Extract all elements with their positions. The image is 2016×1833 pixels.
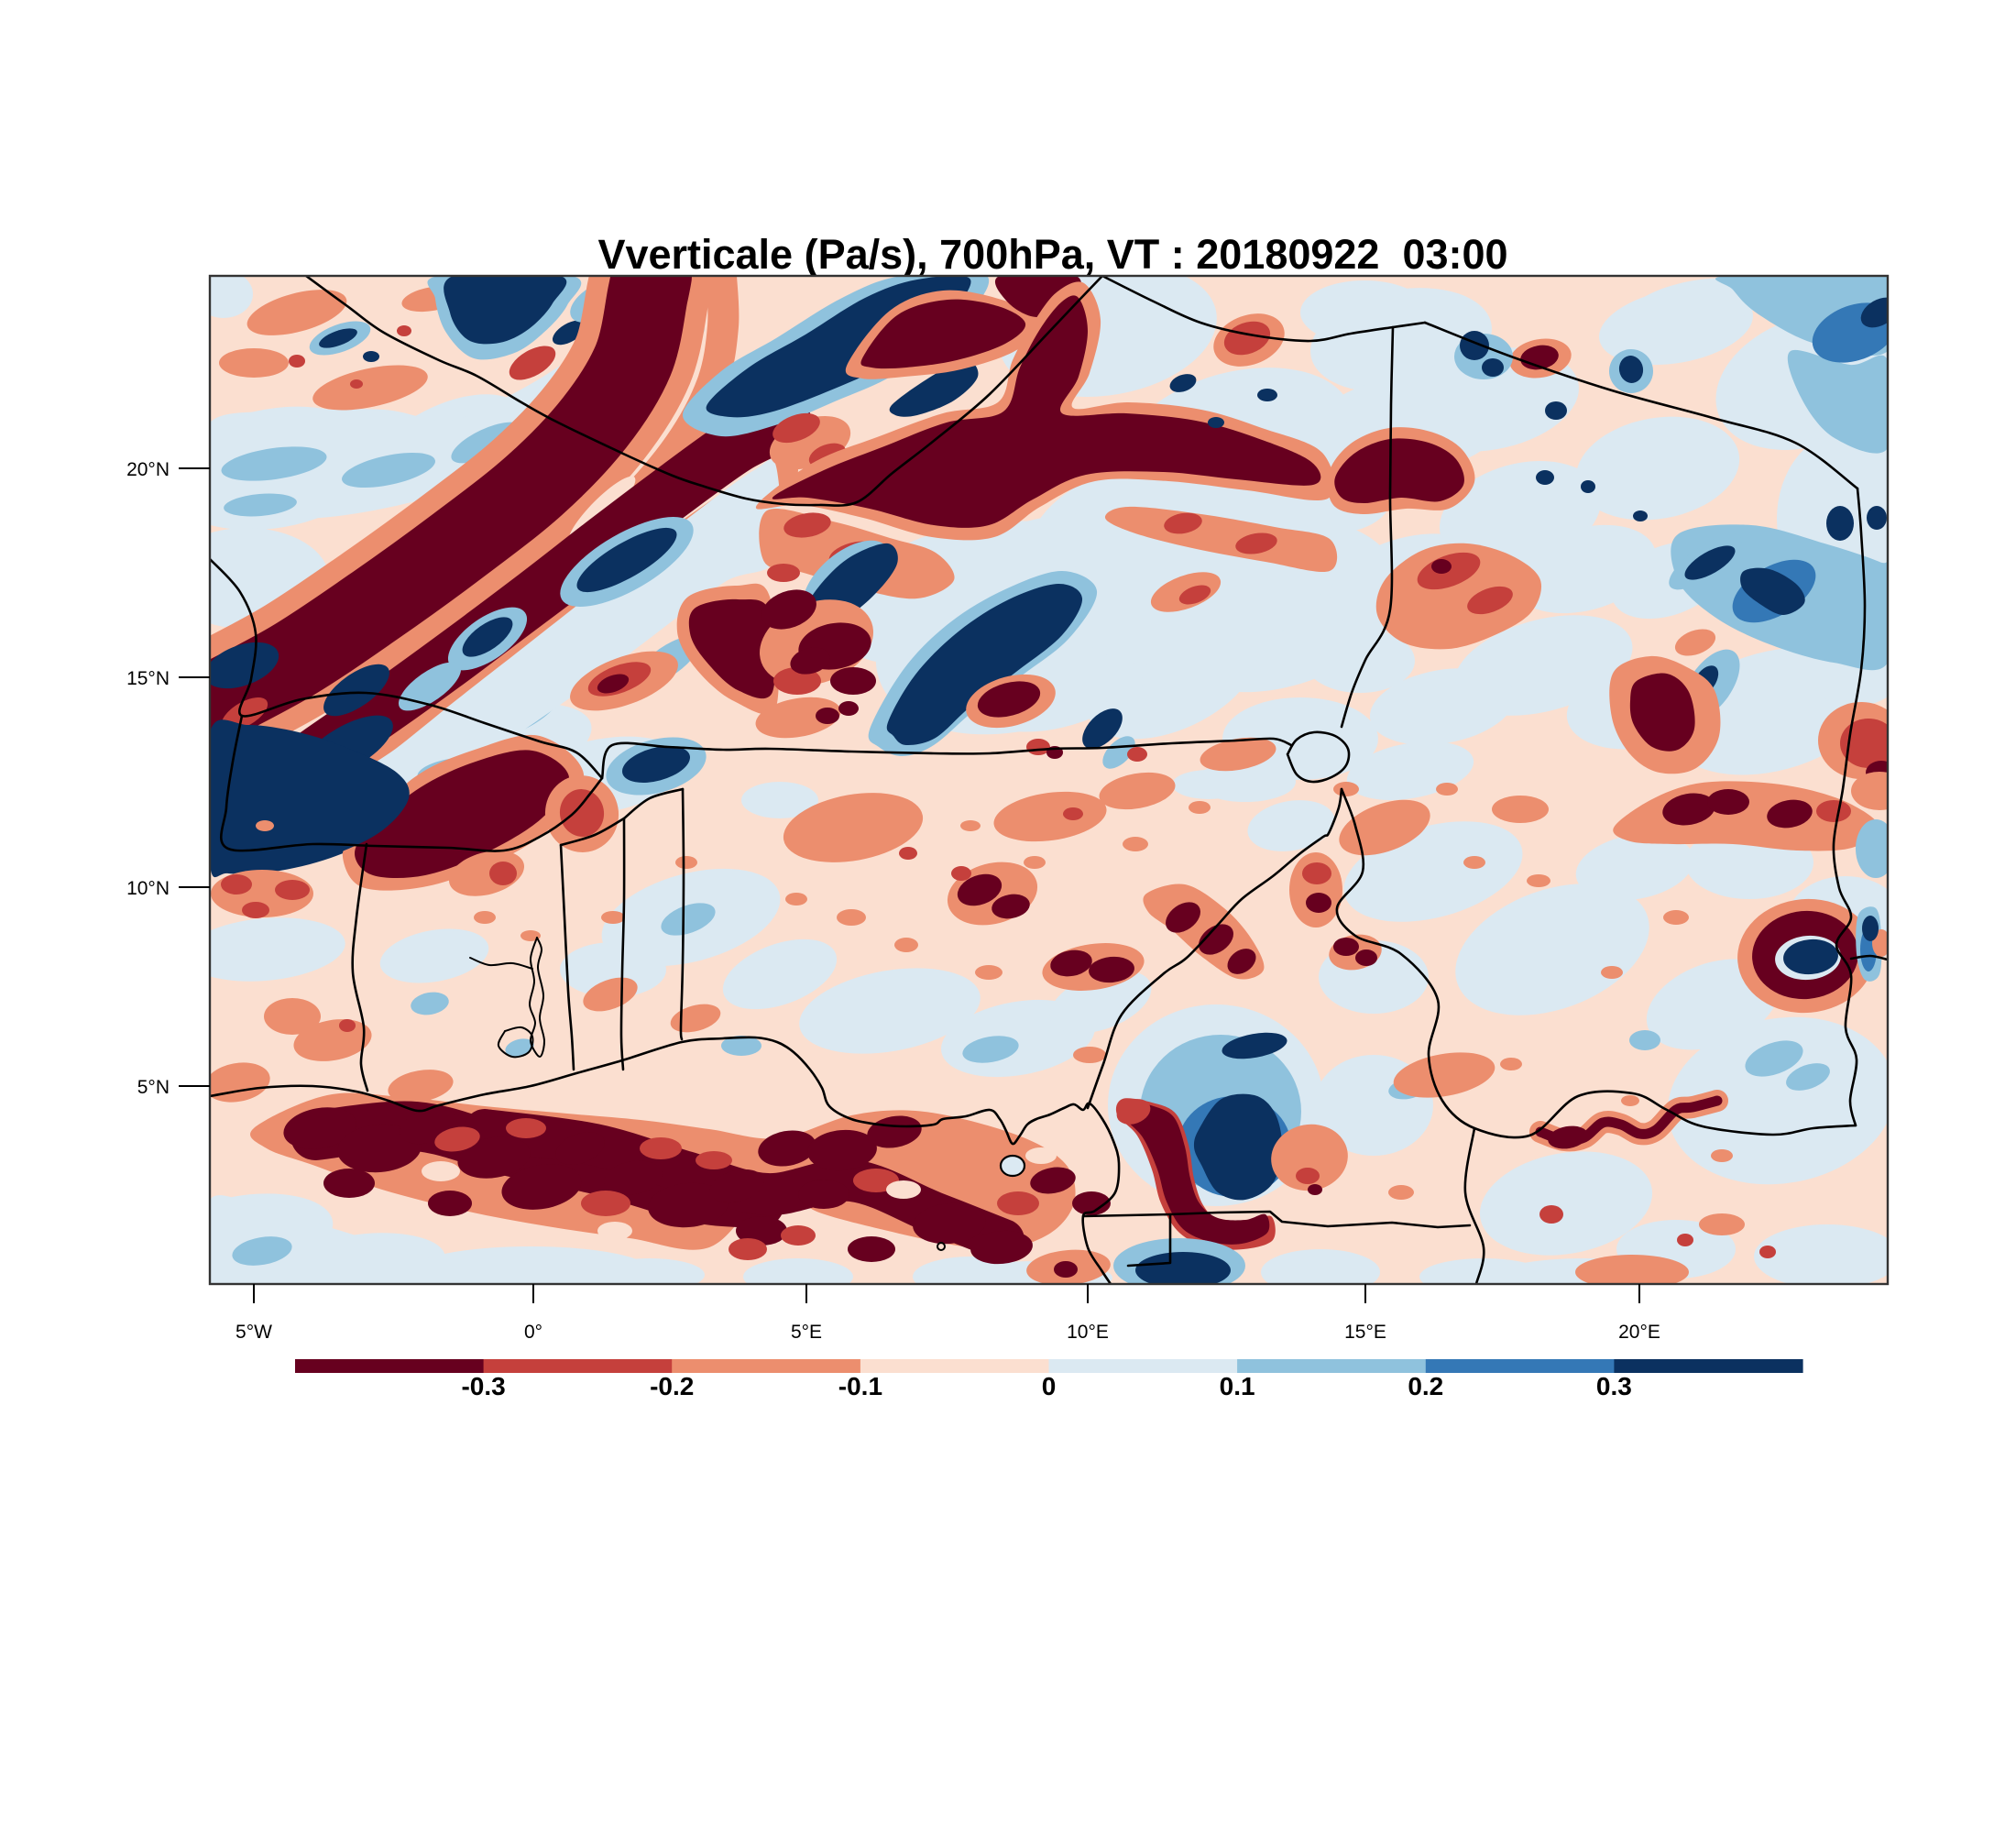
svg-text:0.3: 0.3 [1596, 1372, 1632, 1400]
svg-text:20°E: 20°E [1618, 1322, 1660, 1343]
svg-text:10°E: 10°E [1067, 1322, 1109, 1343]
svg-text:5°N: 5°N [137, 1077, 170, 1098]
svg-text:15°N: 15°N [126, 668, 170, 689]
svg-text:Vverticale (Pa/s), 700hPa, VT: Vverticale (Pa/s), 700hPa, VT : 20180922… [597, 231, 1507, 278]
svg-text:5°E: 5°E [791, 1322, 822, 1343]
svg-text:-0.1: -0.1 [838, 1372, 882, 1400]
svg-text:0.1: 0.1 [1220, 1372, 1255, 1400]
svg-text:10°N: 10°N [126, 878, 170, 899]
svg-text:5°W: 5°W [236, 1322, 272, 1343]
svg-text:0.2: 0.2 [1408, 1372, 1443, 1400]
svg-text:15°E: 15°E [1344, 1322, 1386, 1343]
svg-text:-0.3: -0.3 [461, 1372, 505, 1400]
svg-text:0: 0 [1042, 1372, 1057, 1400]
svg-text:20°N: 20°N [126, 459, 170, 480]
svg-text:0°: 0° [524, 1322, 542, 1343]
svg-text:-0.2: -0.2 [650, 1372, 694, 1400]
